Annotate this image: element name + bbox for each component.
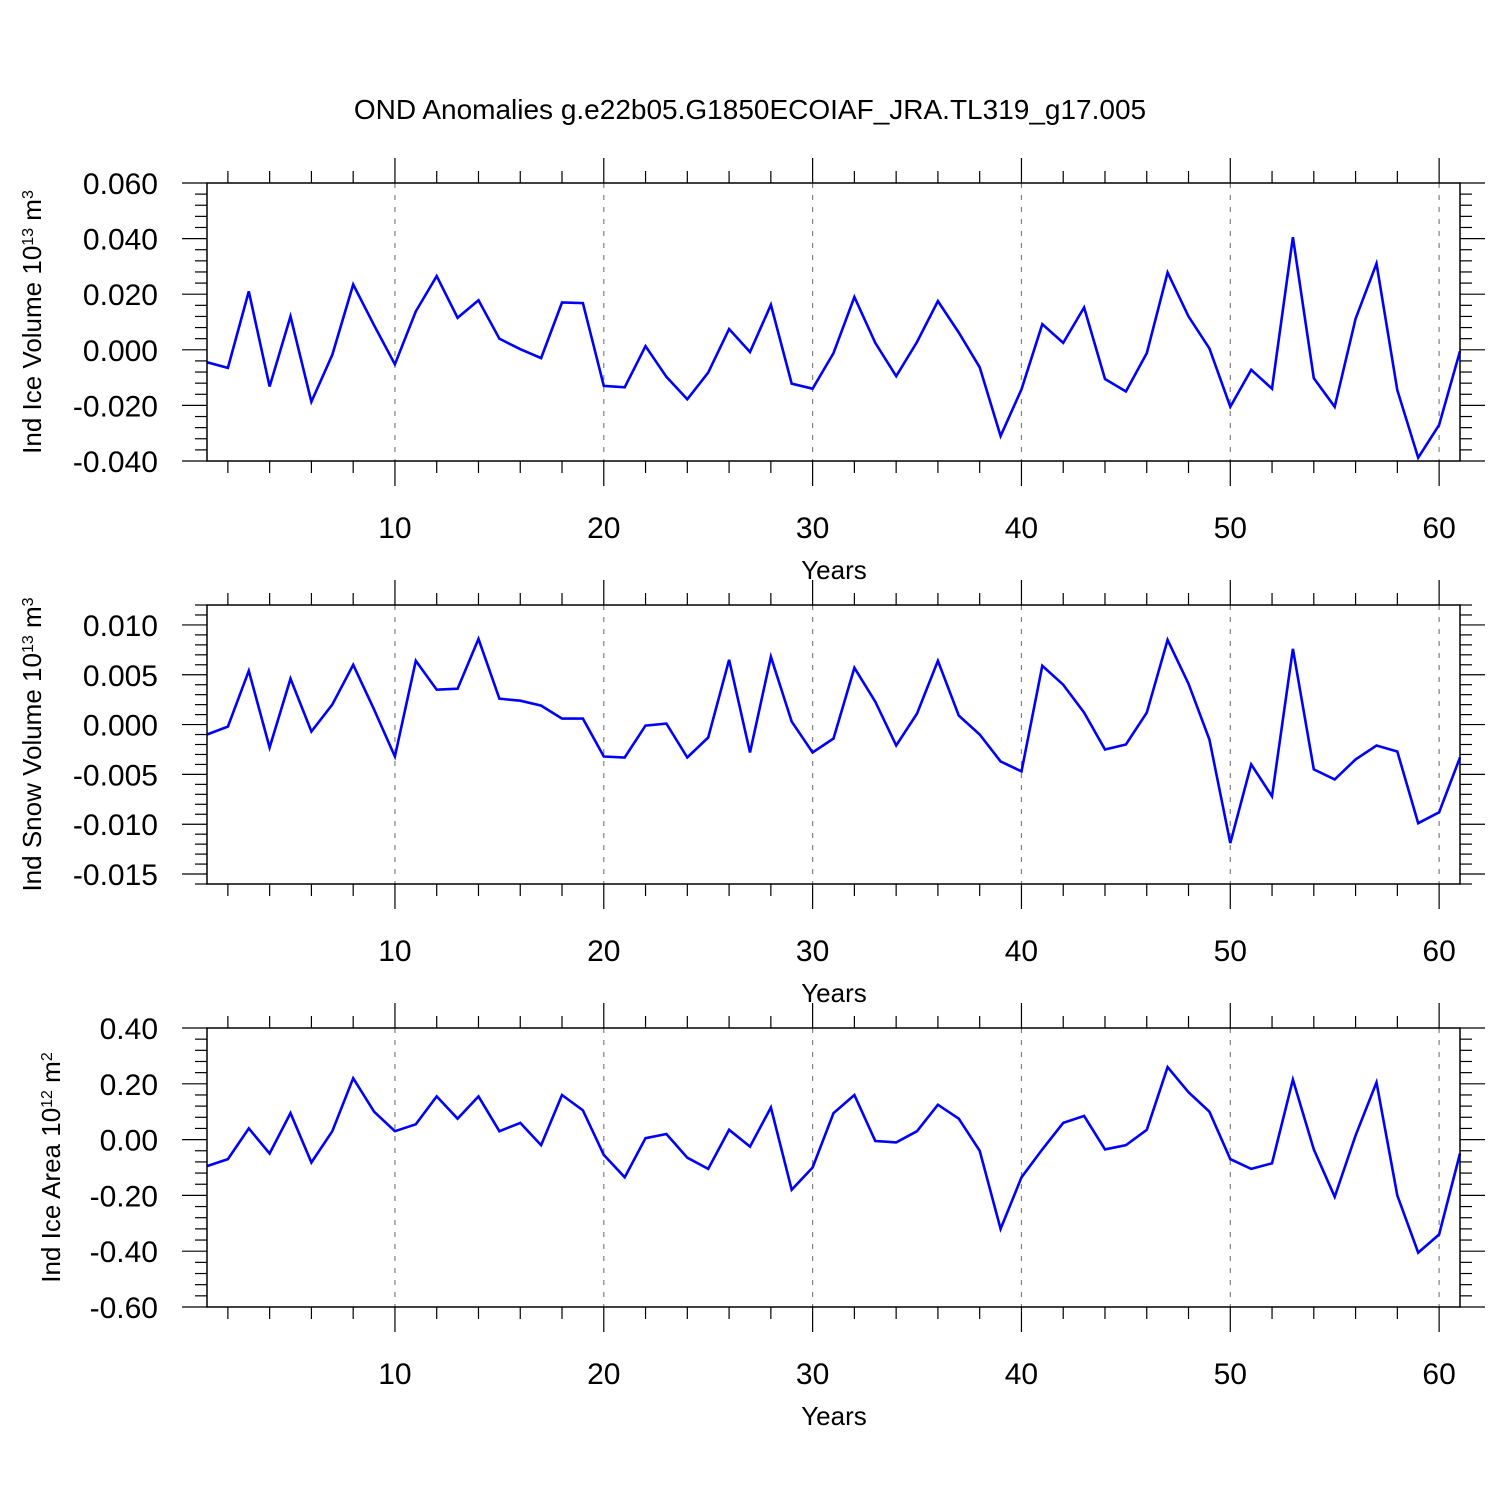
y-tick-label: -0.015 <box>73 859 158 892</box>
y-tick-label: 0.20 <box>100 1069 158 1102</box>
y-tick-label: 0.000 <box>83 335 158 368</box>
y-tick-labels: -0.60 -0.40 -0.20 0.00 0.20 0.40 <box>90 1013 158 1325</box>
y-tick-label: -0.020 <box>73 390 158 423</box>
series-line <box>206 237 1462 461</box>
series-polyline <box>206 237 1462 461</box>
x-tick-label: 10 <box>378 935 411 968</box>
y-tick-label: -0.40 <box>90 1236 158 1269</box>
y-tick-label: 0.40 <box>100 1013 158 1046</box>
axis-ticks <box>182 580 1485 909</box>
axis-ticks <box>182 1003 1485 1332</box>
x-axis-title: Years <box>801 1401 867 1431</box>
y-tick-label: 0.005 <box>83 660 158 693</box>
panel-snow-volume: -0.015 -0.010 -0.005 0.000 0.005 0.010 10 20 30… <box>17 580 1485 1008</box>
y-tick-label: -0.60 <box>90 1292 158 1325</box>
y-axis-title: Ind Snow Volume 1013 m3 <box>17 597 47 891</box>
x-tick-label: 50 <box>1214 1358 1247 1391</box>
x-tick-label: 20 <box>587 512 620 545</box>
series-polyline <box>206 635 1462 844</box>
x-axis-title: Years <box>801 555 867 585</box>
series-line <box>206 635 1462 844</box>
x-axis-title: Years <box>801 978 867 1008</box>
y-tick-label: 0.010 <box>83 610 158 643</box>
x-tick-label: 30 <box>796 935 829 968</box>
y-tick-label: 0.040 <box>83 224 158 257</box>
y-tick-label: -0.010 <box>73 809 158 842</box>
panel-ice-volume: -0.040 -0.020 0.000 0.020 0.040 0.060 10 20 30 4… <box>17 158 1485 585</box>
vertical-gridlines <box>394 183 1440 461</box>
y-axis-title: Ind Ice Volume 1013 m3 <box>17 190 47 454</box>
y-tick-label: -0.040 <box>73 446 158 479</box>
y-tick-label: -0.20 <box>90 1180 158 1213</box>
x-tick-label: 30 <box>796 512 829 545</box>
series-line <box>206 1064 1462 1255</box>
panel-ice-area: -0.60 -0.40 -0.20 0.00 0.20 0.40 10 20 30 40 50 60… <box>36 1003 1485 1431</box>
x-tick-label: 40 <box>1005 1358 1038 1391</box>
x-tick-label: 40 <box>1005 512 1038 545</box>
x-tick-label: 60 <box>1422 512 1455 545</box>
x-tick-label: 60 <box>1422 1358 1455 1391</box>
y-tick-labels: -0.015 -0.010 -0.005 0.000 0.005 0.010 <box>73 610 158 892</box>
y-tick-label: 0.060 <box>83 168 158 201</box>
vertical-gridlines <box>394 1028 1440 1307</box>
x-tick-label: 10 <box>378 1358 411 1391</box>
x-tick-labels: 10 20 30 40 50 60 <box>378 512 1456 545</box>
x-tick-label: 20 <box>587 935 620 968</box>
y-tick-label: 0.020 <box>83 279 158 312</box>
y-tick-label: 0.00 <box>100 1125 158 1158</box>
x-tick-label: 30 <box>796 1358 829 1391</box>
x-tick-label: 50 <box>1214 512 1247 545</box>
y-axis-title: Ind Ice Area 1012 m2 <box>36 1052 66 1283</box>
x-tick-label: 60 <box>1422 935 1455 968</box>
x-tick-labels: 10 20 30 40 50 60 <box>378 935 1456 968</box>
y-tick-label: 0.000 <box>83 710 158 743</box>
y-tick-labels: -0.040 -0.020 0.000 0.020 0.040 0.060 <box>73 168 158 479</box>
plot-frame <box>206 182 1461 462</box>
x-tick-labels: 10 20 30 40 50 60 <box>378 1358 1456 1391</box>
x-tick-label: 40 <box>1005 935 1038 968</box>
plot-frame <box>206 604 1461 885</box>
plot-frame <box>206 1027 1461 1308</box>
axis-ticks <box>182 158 1485 486</box>
figure-title: OND Anomalies g.e22b05.G1850ECOIAF_JRA.T… <box>354 94 1146 125</box>
y-tick-label: -0.005 <box>73 759 158 792</box>
x-tick-label: 50 <box>1214 935 1247 968</box>
x-tick-label: 20 <box>587 1358 620 1391</box>
x-tick-label: 10 <box>378 512 411 545</box>
